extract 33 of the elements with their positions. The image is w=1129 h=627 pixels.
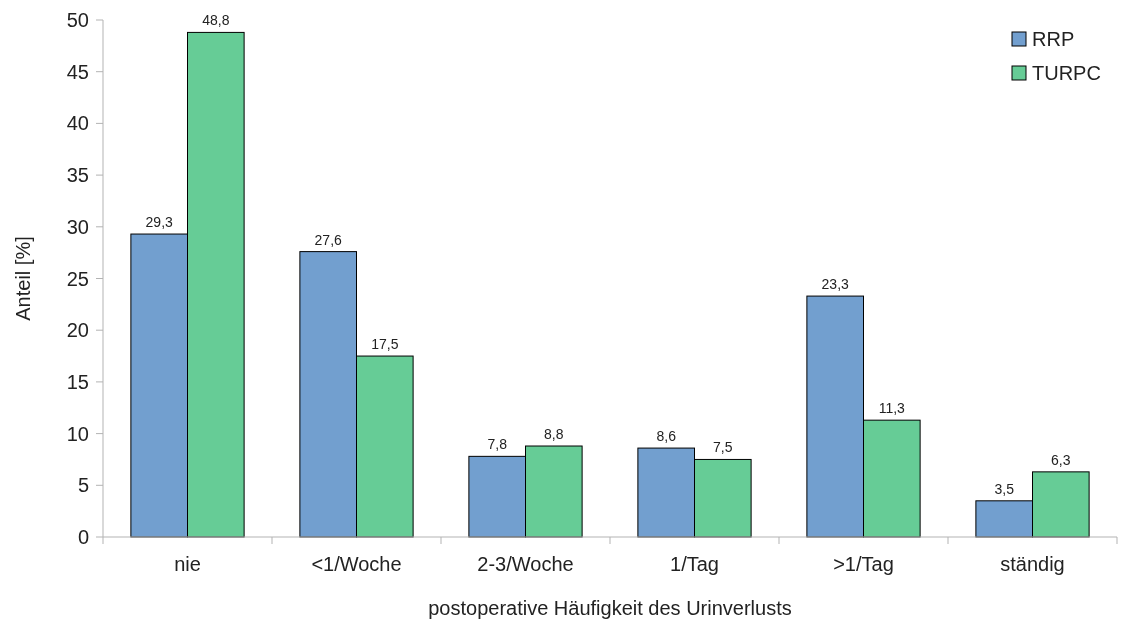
data-label: 7,8 [487,436,508,453]
legend-label: TURPC [1032,62,1101,84]
y-tick-label: 30 [66,215,89,238]
legend-label: RRP [1032,28,1075,50]
y-tick-label: 25 [66,267,89,290]
x-tick-label: ständig [1000,553,1065,575]
y-axis-title: Anteil [%] [12,236,34,321]
data-label: 8,8 [544,426,564,443]
data-label: 7,5 [713,439,733,456]
x-tick-label: 1/Tag [670,553,719,575]
y-tick-label: 20 [66,319,89,342]
y-tick-label: 50 [66,9,89,31]
x-tick-label: 2-3/Woche [477,553,574,575]
data-label: 48,8 [202,12,230,29]
y-tick-label: 0 [77,526,89,548]
x-tick-label: <1/Woche [311,553,402,575]
data-label: 11,3 [878,400,906,417]
data-label: 6,3 [1051,451,1071,468]
y-tick-label: 40 [66,112,89,135]
data-label: 8,6 [656,428,677,445]
x-tick-label: >1/Tag [833,553,894,575]
data-label: 3,5 [994,480,1015,497]
y-tick-label: 15 [66,370,89,393]
y-tick-label: 45 [66,60,89,83]
x-axis-title: postoperative Häufigkeit des Urinverlusts [428,597,792,619]
data-label: 27,6 [314,231,343,248]
y-tick-label: 5 [77,474,89,497]
y-tick-label: 35 [66,164,89,187]
data-label: 17,5 [371,336,399,353]
x-tick-label: nie [174,553,201,575]
data-label: 23,3 [821,276,850,293]
data-label: 29,3 [145,214,174,231]
y-tick-label: 10 [66,422,89,445]
